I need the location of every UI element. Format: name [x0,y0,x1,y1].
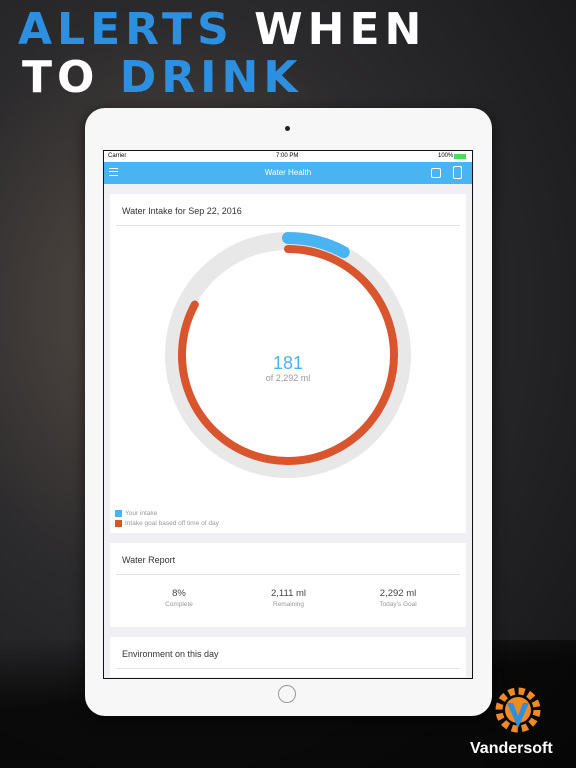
goal-arc [178,245,398,465]
stat-value: 8% [172,588,186,599]
card-title: Environment on this day [122,649,219,659]
divider [116,574,460,575]
goal-caption: of 2,292 ml [265,373,311,383]
ipad-frame: Carrier 7:00 PM 100% Water Health Water … [85,108,492,716]
carrier: Carrier [108,153,127,159]
legend: Your intake Intake goal based off time of… [115,508,219,528]
legend-swatch [115,519,122,527]
legend-item: Your intake [115,508,219,518]
legend-label: Your intake [125,509,158,517]
environment-card: Environment on this day [110,637,466,677]
headline-text: TO [22,52,100,103]
nav-title: Water Health [264,168,312,177]
headline-line1: ALERTS WHEN [18,4,426,55]
legend-label: Intake goal based off time of day [125,519,219,527]
stat: 2,292 ml Today's Goal [343,588,453,608]
camera [285,126,290,131]
headline-accent: ALERTS [18,4,234,55]
nav-bar: Water Health [104,162,472,184]
headline-accent: DRINK [119,52,303,103]
headline-line2: TO DRINK [22,52,302,103]
card-title: Water Intake for Sep 22, 2016 [122,206,242,216]
time: 7:00 PM [276,153,299,159]
home-button[interactable] [278,685,296,703]
calendar-button[interactable] [431,168,441,178]
intake-arc [282,232,350,259]
status-bar: Carrier 7:00 PM 100% [104,151,472,162]
intake-value: 181 [272,353,304,373]
divider [116,668,460,669]
brand-name: Vandersoft [470,740,553,757]
battery-icon [454,154,466,159]
stat-value: 2,111 ml [270,588,307,599]
ring-chart [165,232,411,478]
stat-label: Remaining [272,601,305,608]
stat-label: Complete [165,601,193,608]
intake-card: Water Intake for Sep 22, 2016 181 of 2,2… [110,194,466,533]
legend-swatch [115,509,122,517]
stat-label: Today's Goal [379,601,417,608]
stat-value: 2,292 ml [379,588,417,599]
brand-logo [495,687,541,733]
screen: Carrier 7:00 PM 100% Water Health Water … [103,150,473,679]
stat: 2,111 ml Remaining [234,588,344,608]
stat: 8% Complete [124,588,234,608]
divider [116,225,460,226]
report-card: Water Report 8% Complete 2,111 ml Remaining… [110,543,466,627]
battery: 100% [438,153,454,159]
legend-item: Intake goal based off time of day [115,518,219,528]
headline-text: WHEN [254,4,427,55]
card-title: Water Report [122,555,176,565]
glass-button[interactable] [453,166,462,179]
menu-button[interactable] [109,168,118,176]
